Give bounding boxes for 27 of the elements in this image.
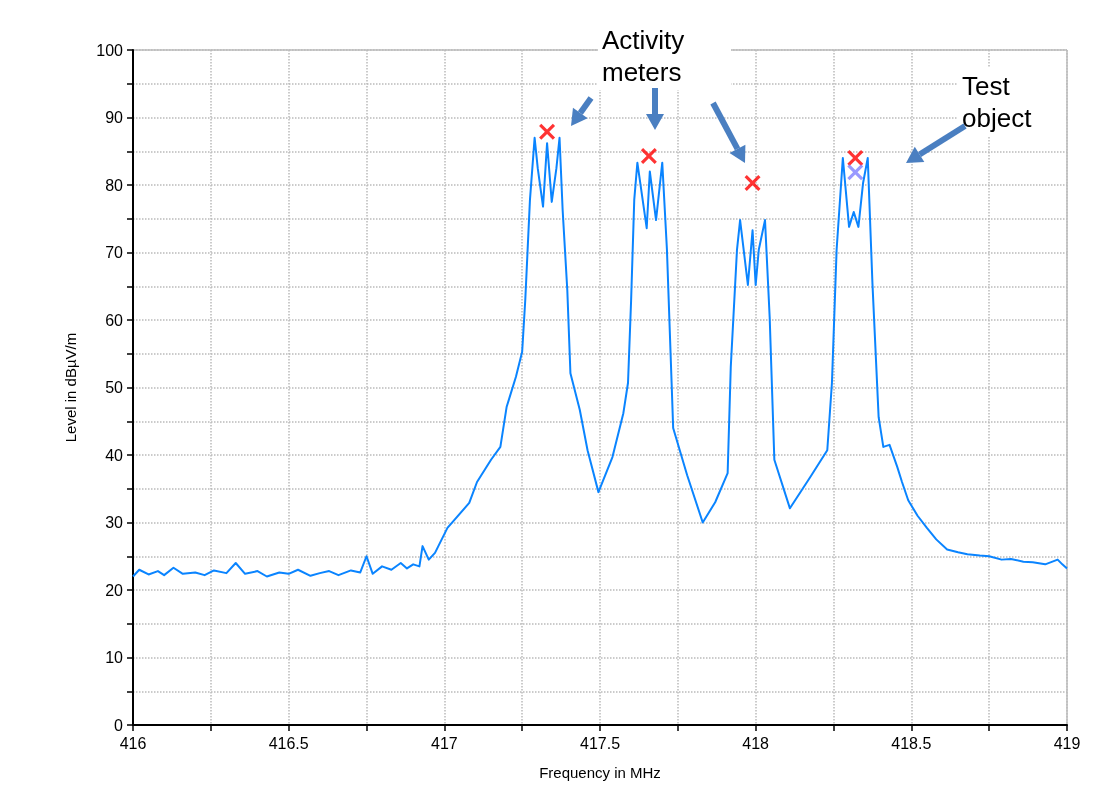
- y-tick-label: 80: [105, 176, 124, 194]
- point: [744, 174, 761, 191]
- y-tick-label: 20: [105, 581, 124, 599]
- y-tick-label: 0: [114, 716, 124, 734]
- point: [539, 123, 556, 140]
- y-tick-label: 100: [96, 41, 124, 59]
- line-series: [132, 136, 1068, 578]
- point: [847, 164, 864, 181]
- y-tick-label: 60: [105, 311, 124, 329]
- point: [640, 147, 657, 164]
- x-tick-label: 418.5: [891, 734, 932, 752]
- x-tick-label: 419: [1053, 734, 1081, 752]
- y-tick-label: 30: [105, 514, 124, 531]
- x-tick-label: 416.5: [268, 734, 309, 752]
- y-tick-label: 90: [105, 109, 124, 126]
- y-tick-label: 50: [105, 379, 124, 396]
- x-tick-label: 417.5: [579, 734, 621, 752]
- x-tick-label: 417: [430, 734, 458, 752]
- annotation: Activity meters: [602, 25, 692, 87]
- x-tick-label: 416: [119, 734, 147, 752]
- y-tick-label: 40: [105, 446, 124, 464]
- annotation: Test object: [962, 71, 1033, 133]
- y-tick-label: 10: [105, 649, 124, 666]
- x-tick-label: 418: [742, 734, 770, 752]
- y-tick-label: 70: [105, 244, 124, 261]
- y-axis-title: Level in dBµV/m: [62, 332, 79, 443]
- x-axis-title: Frequency in MHz: [539, 764, 661, 781]
